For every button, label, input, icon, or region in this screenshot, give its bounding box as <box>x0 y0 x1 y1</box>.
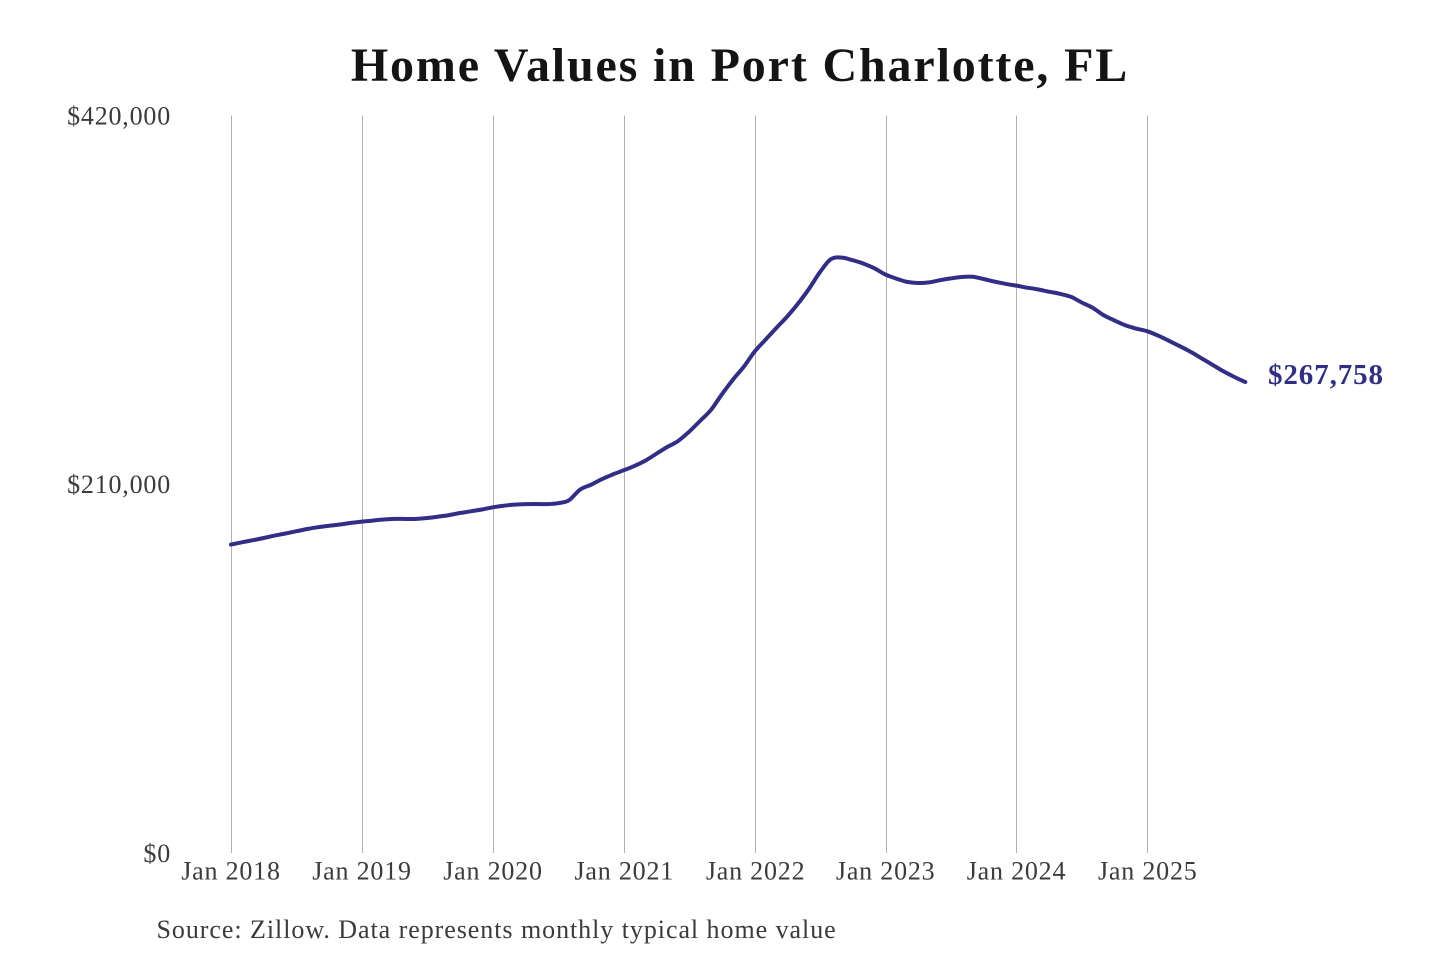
svg-text:Jan 2019: Jan 2019 <box>312 857 412 886</box>
svg-text:Home Values in Port Charlotte,: Home Values in Port Charlotte, FL <box>351 39 1129 92</box>
svg-text:$210,000: $210,000 <box>67 470 171 499</box>
svg-text:Jan 2023: Jan 2023 <box>836 857 936 886</box>
svg-text:$267,758: $267,758 <box>1268 359 1384 391</box>
svg-text:Source: Zillow. Data represent: Source: Zillow. Data represents monthly … <box>157 915 837 944</box>
svg-text:$420,000: $420,000 <box>67 101 171 130</box>
svg-text:$0: $0 <box>143 839 171 868</box>
svg-text:Jan 2025: Jan 2025 <box>1098 857 1198 886</box>
svg-text:Jan 2022: Jan 2022 <box>706 857 806 886</box>
svg-text:Jan 2024: Jan 2024 <box>967 857 1067 886</box>
svg-text:Jan 2020: Jan 2020 <box>443 857 543 886</box>
svg-text:Jan 2021: Jan 2021 <box>575 857 675 886</box>
svg-text:Jan 2018: Jan 2018 <box>181 857 281 886</box>
